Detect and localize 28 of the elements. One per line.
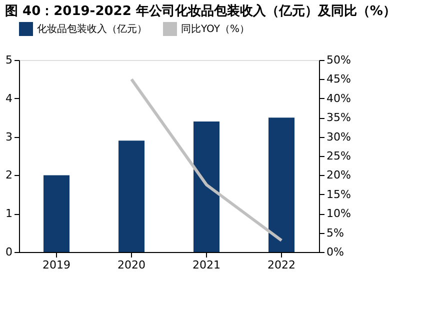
y2-tick-label: 35% — [326, 111, 351, 124]
y2-tick-label: 45% — [326, 72, 351, 86]
bar — [44, 175, 70, 252]
y-tick-label: 5 — [6, 54, 12, 66]
y2-tick-label: 40% — [326, 92, 351, 105]
y-tick-label: 1 — [6, 207, 12, 220]
y2-tick-label: 10% — [326, 207, 351, 220]
y2-tick-label: 0% — [326, 246, 344, 258]
y2-tick-label: 30% — [326, 130, 351, 144]
y-tick-label: 2 — [6, 168, 12, 182]
y-tick-label: 4 — [6, 92, 12, 105]
legend-label: 同比YOY（%） — [181, 23, 250, 35]
bar — [118, 140, 144, 252]
chart-title: 图 40：2019-2022 年公司化妆品包装收入（亿元）及同比（%） — [5, 3, 396, 19]
y2-tick-label: 5% — [326, 226, 344, 240]
legend-label: 化妆品包装收入（亿元） — [37, 23, 147, 35]
x-tick-label: 2022 — [268, 258, 296, 272]
x-tick-label: 2021 — [192, 258, 220, 272]
bar — [268, 118, 294, 252]
y2-tick-label: 15% — [326, 188, 351, 201]
bar — [194, 121, 220, 252]
y-tick-label: 0 — [6, 246, 12, 258]
y-tick-label: 3 — [6, 130, 12, 144]
x-tick-label: 2020 — [118, 258, 146, 272]
y2-tick-label: 20% — [326, 168, 351, 182]
x-tick-label: 2019 — [42, 258, 70, 272]
y2-tick-label: 25% — [326, 150, 351, 162]
y2-tick-label: 50% — [326, 54, 351, 66]
